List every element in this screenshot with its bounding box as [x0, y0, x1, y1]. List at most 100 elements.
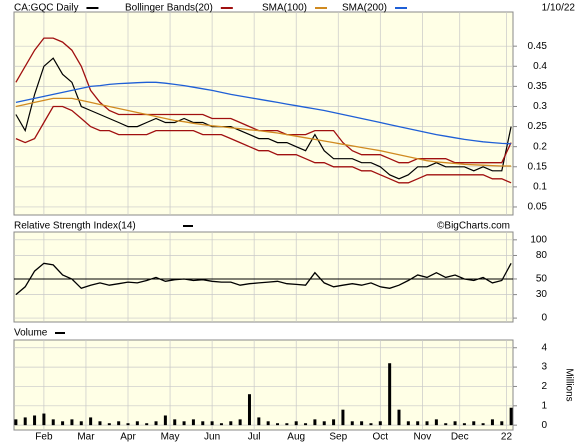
- bar: [434, 419, 438, 426]
- bar: [14, 419, 18, 426]
- bar: [509, 407, 513, 426]
- bar: [163, 415, 167, 426]
- bar: [257, 417, 261, 426]
- series-line: [15, 105, 512, 184]
- plot-area: [13, 231, 514, 323]
- bar: [341, 409, 345, 426]
- y-tick-label: 0.4: [533, 61, 547, 72]
- y-tick-label: 80: [536, 250, 548, 261]
- y-tick-label: 0.45: [528, 41, 548, 52]
- y-tick-label: 0: [541, 420, 547, 431]
- x-tick-label: Jun: [204, 432, 220, 443]
- x-tick-label: Apr: [120, 432, 136, 443]
- bar: [135, 421, 139, 426]
- bar: [350, 421, 354, 426]
- y-tick-label: 100: [530, 234, 547, 245]
- bar: [472, 421, 476, 426]
- bar: [416, 421, 420, 426]
- bar: [210, 421, 214, 426]
- y-tick-label: 0.05: [528, 202, 548, 213]
- bar: [397, 409, 401, 426]
- x-tick-label: Jul: [248, 432, 261, 443]
- bar: [406, 421, 410, 426]
- y-tick-label: 0.25: [528, 121, 548, 132]
- y-axis-label: Millions: [563, 368, 574, 401]
- bar: [388, 363, 392, 426]
- y-tick-label: 30: [536, 289, 548, 300]
- series-line: [15, 97, 512, 167]
- legend-label: SMA(200): [342, 3, 387, 14]
- series-line: [15, 57, 512, 180]
- bar: [332, 419, 336, 426]
- bar: [201, 421, 205, 426]
- plot-area: [13, 11, 514, 216]
- x-tick-label: Aug: [287, 432, 305, 443]
- bar: [453, 421, 457, 426]
- x-tick-label: Nov: [413, 432, 431, 443]
- bar: [33, 415, 37, 426]
- bar: [154, 421, 158, 426]
- bar: [191, 419, 195, 426]
- bar: [126, 423, 130, 426]
- x-tick-label: May: [161, 432, 180, 443]
- bar: [369, 423, 373, 426]
- bar: [490, 419, 494, 426]
- bar: [42, 413, 46, 426]
- x-tick-label: Sep: [329, 432, 347, 443]
- y-tick-label: 0.15: [528, 161, 548, 172]
- bar: [107, 423, 111, 426]
- bar: [61, 421, 65, 426]
- series-line: [15, 262, 512, 296]
- date: 1/10/22: [542, 3, 576, 14]
- bar: [238, 419, 242, 426]
- bar: [481, 423, 485, 426]
- y-tick-label: 4: [541, 342, 547, 353]
- bar: [219, 423, 223, 426]
- bar: [378, 421, 382, 426]
- bar: [444, 423, 448, 426]
- bar: [70, 419, 74, 426]
- y-tick-label: 0: [541, 313, 547, 324]
- y-tick-label: 0.35: [528, 81, 548, 92]
- y-tick-label: 50: [536, 274, 548, 285]
- bar: [294, 421, 298, 426]
- y-tick-label: 0.3: [533, 101, 547, 112]
- bar: [425, 421, 429, 426]
- y-tick-label: 2: [541, 381, 547, 392]
- panel-title: Volume: [14, 328, 48, 339]
- plot-area: [13, 339, 514, 431]
- bar: [23, 417, 27, 426]
- legend-label: SMA(100): [262, 3, 307, 14]
- bar: [500, 421, 504, 426]
- bar: [462, 423, 466, 426]
- y-tick-label: 0.1: [533, 182, 547, 193]
- bar: [117, 421, 121, 426]
- y-tick-label: 3: [541, 362, 547, 373]
- y-tick-label: 0.2: [533, 141, 547, 152]
- bar: [266, 421, 270, 426]
- legend-label: Bollinger Bands(20): [125, 3, 213, 14]
- x-tick-label: Oct: [373, 432, 389, 443]
- bar: [313, 419, 317, 426]
- bar: [98, 421, 102, 426]
- bar: [145, 423, 149, 426]
- x-tick-label: 22: [501, 432, 513, 443]
- legend-label: CA:GQC Daily: [14, 3, 78, 14]
- x-tick-label: Dec: [451, 432, 469, 443]
- bar: [89, 417, 93, 426]
- y-tick-label: 1: [541, 400, 547, 411]
- bar: [51, 419, 55, 426]
- x-tick-label: Feb: [35, 432, 53, 443]
- bar: [360, 421, 364, 426]
- bar: [229, 421, 233, 426]
- x-tick-label: Mar: [77, 432, 95, 443]
- bar: [182, 421, 186, 426]
- bar: [322, 421, 326, 426]
- bar: [247, 394, 251, 426]
- source: ©BigCharts.com: [437, 221, 510, 232]
- bar: [304, 423, 308, 426]
- bar: [285, 423, 289, 426]
- bar: [276, 423, 280, 426]
- bar: [173, 419, 177, 426]
